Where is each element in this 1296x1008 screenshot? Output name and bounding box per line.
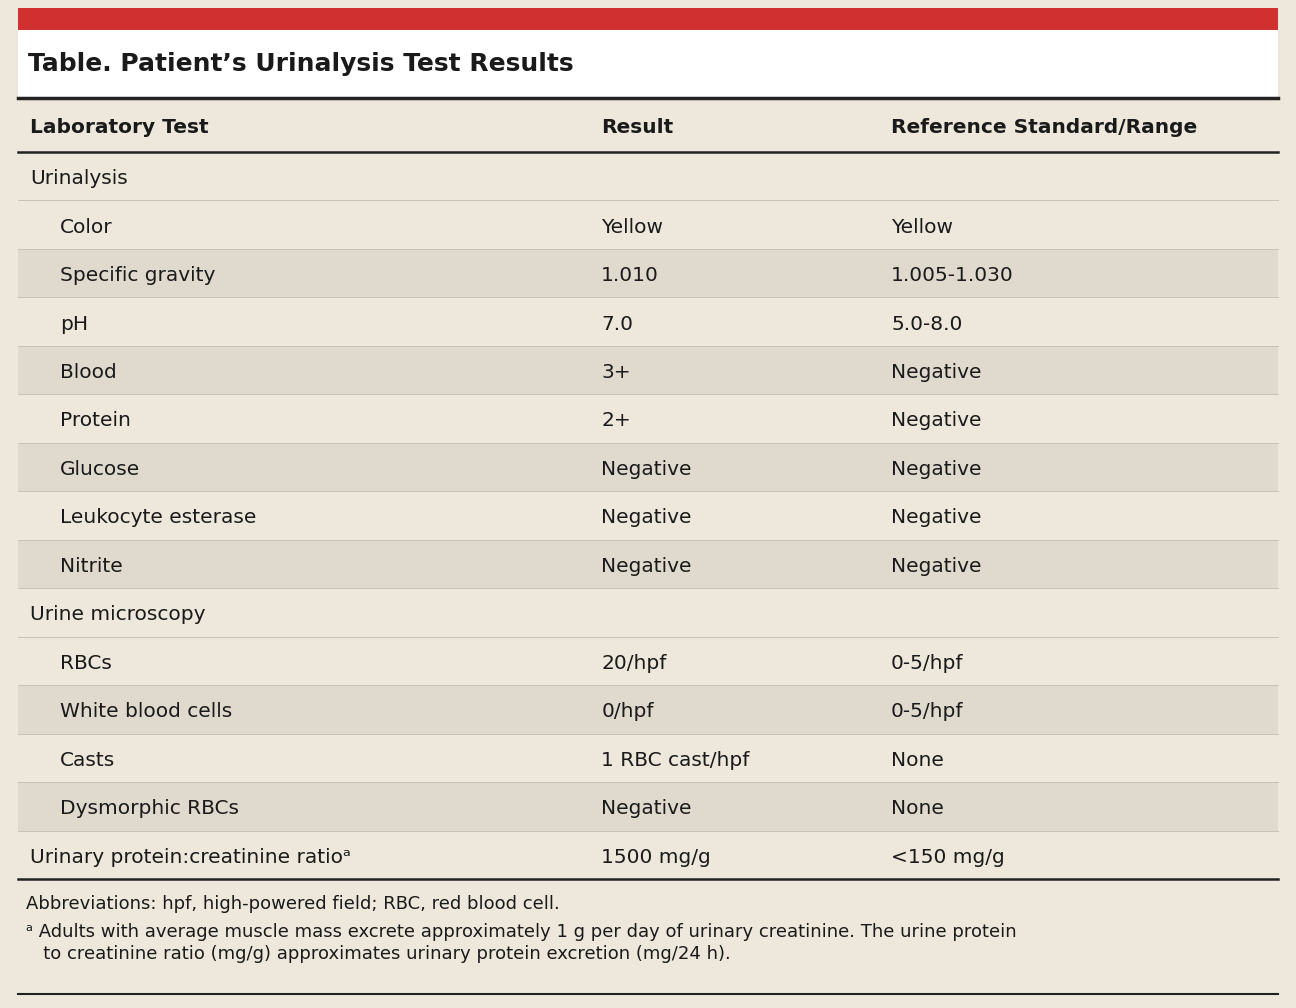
Bar (18, 394, 1278, 443)
Bar (18, 637, 1278, 685)
Text: Negative: Negative (601, 556, 692, 576)
Bar (18, 152, 1278, 201)
Bar (18, 831, 1278, 879)
Text: Result: Result (601, 118, 674, 137)
Text: Negative: Negative (892, 508, 981, 527)
Bar (18, 443, 1278, 491)
Text: Laboratory Test: Laboratory Test (30, 118, 209, 137)
Text: ᵃ Adults with average muscle mass excrete approximately 1 g per day of urinary c: ᵃ Adults with average muscle mass excret… (26, 923, 1016, 941)
Bar (18, 734, 1278, 782)
Text: 0-5/hpf: 0-5/hpf (892, 703, 964, 722)
Bar (18, 8, 1278, 30)
Text: Protein: Protein (60, 411, 131, 430)
Text: Negative: Negative (892, 556, 981, 576)
Text: Dysmorphic RBCs: Dysmorphic RBCs (60, 799, 238, 818)
Text: 3+: 3+ (601, 363, 631, 382)
Text: 7.0: 7.0 (601, 314, 634, 334)
Text: pH: pH (60, 314, 88, 334)
Text: 1.005-1.030: 1.005-1.030 (892, 266, 1013, 285)
Text: Color: Color (60, 218, 113, 237)
Text: 1.010: 1.010 (601, 266, 660, 285)
Text: Negative: Negative (601, 508, 692, 527)
Bar (18, 539, 1278, 589)
Text: Urinary protein:creatinine ratioᵃ: Urinary protein:creatinine ratioᵃ (30, 848, 351, 867)
Text: 2+: 2+ (601, 411, 631, 430)
Text: Specific gravity: Specific gravity (60, 266, 215, 285)
Text: 0-5/hpf: 0-5/hpf (892, 654, 964, 672)
Text: Negative: Negative (601, 460, 692, 479)
Bar (18, 201, 1278, 249)
Text: 20/hpf: 20/hpf (601, 654, 666, 672)
Text: Urine microscopy: Urine microscopy (30, 606, 206, 624)
Text: Yellow: Yellow (601, 218, 664, 237)
Text: to creatinine ratio (mg/g) approximates urinary protein excretion (mg/24 h).: to creatinine ratio (mg/g) approximates … (26, 946, 731, 963)
Bar (18, 589, 1278, 637)
Text: 1500 mg/g: 1500 mg/g (601, 848, 712, 867)
Text: Yellow: Yellow (892, 218, 953, 237)
Bar (18, 297, 1278, 346)
Text: Negative: Negative (892, 363, 981, 382)
Text: Negative: Negative (601, 799, 692, 818)
Bar (18, 249, 1278, 297)
Bar (18, 346, 1278, 394)
Text: None: None (892, 751, 943, 770)
Text: Table. Patient’s Urinalysis Test Results: Table. Patient’s Urinalysis Test Results (29, 52, 574, 76)
Text: Glucose: Glucose (60, 460, 140, 479)
Text: <150 mg/g: <150 mg/g (892, 848, 1004, 867)
Text: 5.0-8.0: 5.0-8.0 (892, 314, 963, 334)
Text: Negative: Negative (892, 460, 981, 479)
Text: White blood cells: White blood cells (60, 703, 232, 722)
Bar (18, 782, 1278, 831)
Text: Nitrite: Nitrite (60, 556, 123, 576)
Text: 0/hpf: 0/hpf (601, 703, 653, 722)
Text: Reference Standard/Range: Reference Standard/Range (892, 118, 1198, 137)
Text: Abbreviations: hpf, high-powered field; RBC, red blood cell.: Abbreviations: hpf, high-powered field; … (26, 895, 560, 913)
Bar (18, 30, 1278, 98)
Text: RBCs: RBCs (60, 654, 111, 672)
Text: None: None (892, 799, 943, 818)
Text: 1 RBC cast/hpf: 1 RBC cast/hpf (601, 751, 749, 770)
Bar (18, 491, 1278, 539)
Text: Urinalysis: Urinalysis (30, 169, 128, 188)
Bar (18, 685, 1278, 734)
Text: Leukocyte esterase: Leukocyte esterase (60, 508, 257, 527)
Bar (18, 98, 1278, 152)
Text: Negative: Negative (892, 411, 981, 430)
Text: Blood: Blood (60, 363, 117, 382)
Text: Casts: Casts (60, 751, 115, 770)
